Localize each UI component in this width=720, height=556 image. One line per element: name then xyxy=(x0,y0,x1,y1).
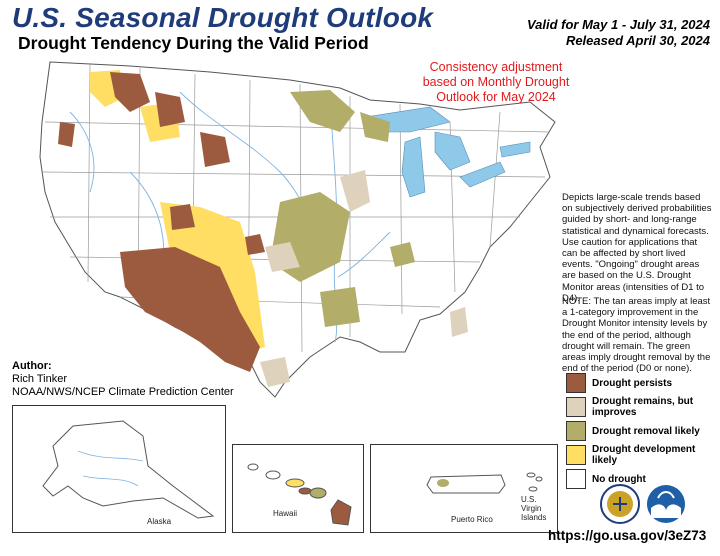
alaska-map xyxy=(42,420,215,519)
legend-item-development: Drought development likely xyxy=(566,444,716,466)
legend-label: Drought persists xyxy=(592,377,673,389)
description-text: Depicts large-scale trends based on subj… xyxy=(562,192,712,304)
drought-improves-areas xyxy=(260,170,468,387)
noaa-logo-icon xyxy=(647,485,685,523)
consistency-adjustment-note: Consistency adjustment based on Monthly … xyxy=(422,60,570,104)
legend-label: Drought development likely xyxy=(592,444,696,466)
alaska-inset: Alaska xyxy=(12,405,226,533)
drought-persists-areas xyxy=(58,72,265,372)
legend-item-no-drought: No drought xyxy=(566,468,716,490)
legend-item-persists: Drought persists xyxy=(566,372,716,394)
legend-label: Drought remains, but improves xyxy=(592,396,694,418)
legend-label: No drought xyxy=(592,473,646,485)
legend-swatch xyxy=(566,445,586,465)
author-org: NOAA/NWS/NCEP Climate Prediction Center xyxy=(12,386,234,398)
release-date: Released April 30, 2024 xyxy=(565,33,710,48)
alaska-label: Alaska xyxy=(147,517,172,526)
virgin-islands-label: U.S. Virgin Islands xyxy=(521,495,547,522)
puerto-rico-label: Puerto Rico xyxy=(451,515,493,524)
hawaii-label: Hawaii xyxy=(273,509,298,518)
legend-item-removal: Drought removal likely xyxy=(566,420,716,442)
author-block: Author: Rich Tinker NOAA/NWS/NCEP Climat… xyxy=(12,360,234,399)
legend-item-improves: Drought remains, but improves xyxy=(566,396,716,418)
valid-period: Valid for May 1 - July 31, 2024 xyxy=(526,17,710,32)
note-text: NOTE: The tan areas imply at least a 1-c… xyxy=(562,296,711,375)
author-heading: Author: xyxy=(12,360,52,372)
great-lakes xyxy=(364,106,531,198)
legend-swatch xyxy=(566,421,586,441)
source-url[interactable]: https://go.usa.gov/3eZ73 xyxy=(548,528,707,543)
hawaii-map xyxy=(247,463,352,526)
map-subtitle: Drought Tendency During the Valid Period xyxy=(18,33,369,53)
hawaii-inset: Hawaii xyxy=(232,444,364,533)
legend-swatch xyxy=(566,373,586,393)
map-title: U.S. Seasonal Drought Outlook xyxy=(12,2,434,33)
puerto-rico-map xyxy=(426,472,543,494)
author-name: Rich Tinker xyxy=(12,373,68,385)
puerto-rico-inset: Puerto Rico U.S. Virgin Islands xyxy=(370,444,558,533)
legend: Drought persists Drought remains, but im… xyxy=(566,372,716,492)
legend-swatch xyxy=(566,469,586,489)
legend-swatch xyxy=(566,397,586,417)
doc-seal-icon xyxy=(600,484,640,524)
legend-label: Drought removal likely xyxy=(592,425,700,437)
conus-map xyxy=(39,61,556,398)
